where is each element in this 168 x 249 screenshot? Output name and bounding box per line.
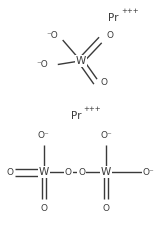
- Text: Pr: Pr: [108, 13, 119, 23]
- Text: O: O: [40, 204, 47, 213]
- Text: O: O: [100, 77, 107, 87]
- Text: O⁻: O⁻: [143, 168, 154, 177]
- Text: W: W: [101, 167, 111, 177]
- Text: O: O: [7, 168, 14, 177]
- Text: ⁻O: ⁻O: [46, 31, 58, 40]
- Text: ⁻O: ⁻O: [36, 60, 48, 69]
- Text: O: O: [78, 168, 85, 177]
- Text: O⁻: O⁻: [100, 131, 112, 140]
- Text: O: O: [103, 204, 110, 213]
- Text: +++: +++: [121, 7, 139, 14]
- Text: Pr: Pr: [71, 111, 81, 121]
- Text: W: W: [76, 56, 86, 66]
- Text: +++: +++: [84, 106, 101, 112]
- Text: W: W: [39, 167, 49, 177]
- Text: O⁻: O⁻: [38, 131, 50, 140]
- Text: O: O: [107, 31, 114, 40]
- Text: O: O: [65, 168, 72, 177]
